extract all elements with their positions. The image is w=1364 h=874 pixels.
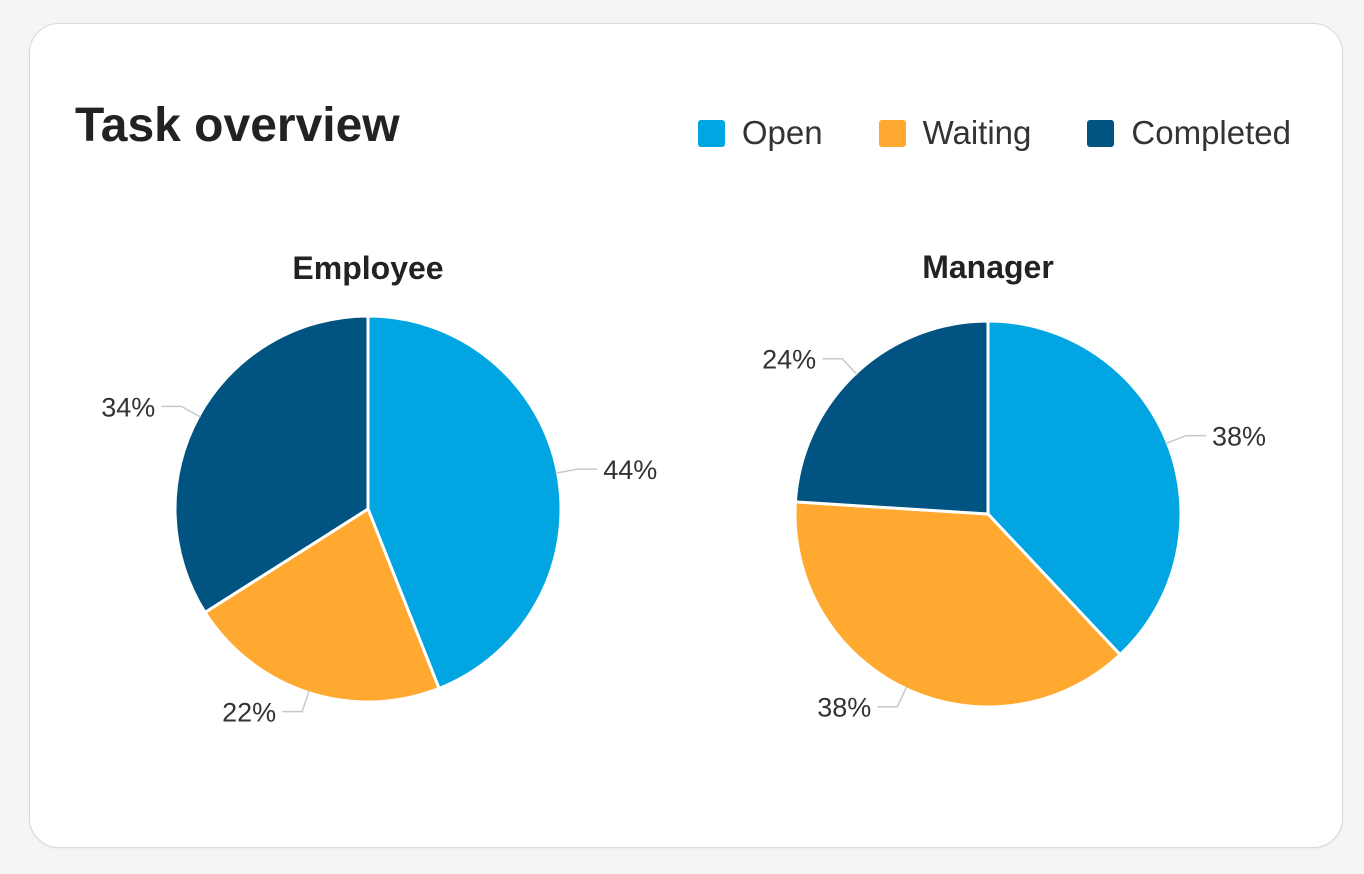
data-label-waiting: 38% xyxy=(817,693,871,723)
legend-swatch-open xyxy=(697,119,725,147)
leader-line-waiting xyxy=(282,690,310,713)
leader-line-open xyxy=(1165,434,1206,445)
legend-item-open[interactable]: Open xyxy=(697,114,823,152)
legend-label-open: Open xyxy=(741,114,823,151)
data-label-open: 38% xyxy=(1212,422,1266,452)
data-label-waiting: 22% xyxy=(222,698,276,728)
data-label-open: 44% xyxy=(603,455,657,485)
page-title: Task overview xyxy=(75,99,400,152)
leader-line-waiting xyxy=(877,686,908,708)
pie-slice-completed[interactable] xyxy=(793,319,990,516)
pie-title: Manager xyxy=(922,249,1054,285)
legend-label-completed: Completed xyxy=(1131,114,1291,151)
leader-line-completed xyxy=(161,405,201,418)
legend-swatch-completed xyxy=(1087,119,1115,147)
legend-item-waiting[interactable]: Waiting xyxy=(878,114,1032,152)
legend-swatch-waiting xyxy=(878,119,906,147)
legend-label-waiting: Waiting xyxy=(922,114,1032,151)
employee-pie-chart: Employee 44% 22% 34% xyxy=(101,250,657,728)
leader-line-open xyxy=(555,468,598,474)
leader-line-completed xyxy=(822,357,858,376)
legend-item-completed[interactable]: Completed xyxy=(1087,114,1291,152)
chart-legend: Open Waiting Completed xyxy=(697,114,1291,152)
data-label-completed: 34% xyxy=(101,392,155,422)
pie-title: Employee xyxy=(292,250,443,286)
manager-pie-chart: Manager 38% 38% 24% xyxy=(762,249,1266,723)
data-label-completed: 24% xyxy=(762,345,816,375)
